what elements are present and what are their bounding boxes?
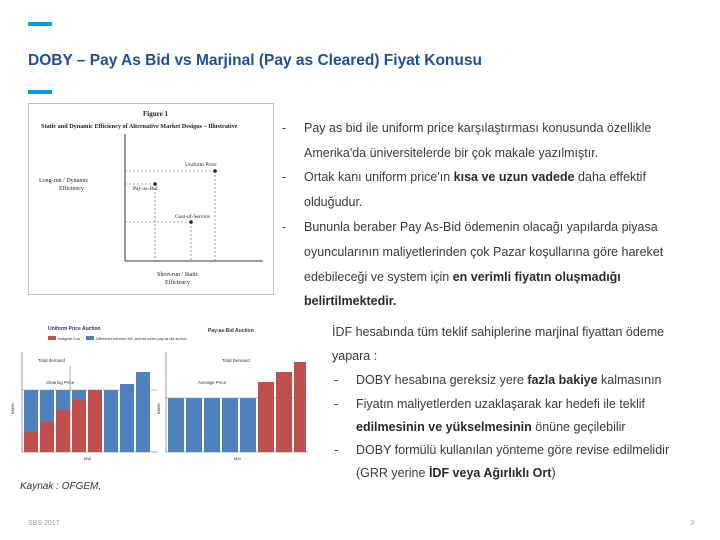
source-note: Kaynak : OFGEM, (20, 481, 102, 492)
right-bars (168, 362, 306, 452)
footer-left: SBS 2017 (28, 520, 60, 527)
idf-sub1-post: kalmasının (597, 373, 662, 387)
point-paybid (153, 182, 157, 186)
idf-sub2-line1: Fiyatın maliyetlerden uzaklaşarak kar he… (356, 397, 646, 411)
y-label-line2: Efficiency (59, 185, 84, 192)
right-panel-title: Pay-as-Bid Auction (208, 328, 254, 334)
bullet-3-line4: belirtilmektedir. (304, 294, 396, 308)
label-paybid: Pay-as-Bid (133, 186, 158, 192)
page-number: 3 (690, 520, 694, 527)
bullet-2-dash: - (282, 170, 287, 184)
right-bar-7 (276, 372, 292, 452)
idf-sub3-line2: (GRR yerine İDF veya Ağırlıklı Ort) (356, 466, 556, 480)
idf-line1: İDF hesabında tüm teklif sahiplerine mar… (332, 325, 665, 339)
left-bar-7 (120, 384, 134, 452)
x-label-line1: Short-run / Static (157, 272, 199, 278)
idf-sub3-line1: DOBY formülü kullanılan yönteme göre rev… (356, 443, 670, 457)
bullet-3-line2: oyuncularının maliyetlerinden çok Pazar … (304, 245, 664, 259)
idf-sub3-bold: İDF veya Ağırlıklı Ort (428, 466, 552, 480)
left-bars (24, 372, 150, 452)
bullet-3-pre: edebileceği ve system için (304, 270, 453, 284)
label-uniform: Uniform Price (185, 161, 217, 168)
bullet-1-line1: Pay as bid ile uniform price karşılaştır… (304, 121, 652, 135)
idf-sub2-post: önüne geçilebilir (531, 420, 626, 434)
idf-sub2-bold: edilmesinin ve yükselmesinin (356, 420, 532, 434)
figure-auction-comparison: Uniform Price Auction Marginal Cost Diff… (8, 322, 308, 472)
idf-sub1-pre: DOBY hesabına gereksiz yere (356, 373, 528, 387)
left-total-demand: Total demand (38, 358, 66, 363)
figure1-heading: Figure 1 (143, 110, 168, 118)
left-bar-2-red (40, 422, 54, 452)
right-bar-6 (258, 382, 274, 452)
bullet-1-line2: Amerika'da üniversitelerde bir çok makal… (304, 146, 599, 160)
idf-sub3-pre2: (GRR yerine (356, 466, 429, 480)
bullet-3-bold: en verimli fiyatın oluşmadığı (452, 270, 621, 284)
accent-bar-bottom (28, 90, 52, 94)
left-clearing-price: Clearing Price (46, 380, 75, 385)
left-panel-title: Uniform Price Auction (48, 326, 101, 332)
legend-swatch-red (48, 336, 56, 340)
left-bar-3-red (56, 410, 70, 452)
x-label-line2: Efficiency (165, 279, 190, 286)
idf-sub3-dash: - (334, 443, 339, 457)
point-cost (189, 220, 193, 224)
bullet-2-line2: olduğudur. (304, 195, 363, 209)
right-bar-1 (168, 398, 184, 452)
right-bar-5 (240, 398, 256, 452)
left-x-label: MW (84, 456, 91, 461)
idf-sub1-line1: DOBY hesabına gereksiz yere fazla bakiye… (356, 373, 662, 387)
legend-label-2: Difference between MC and bid under pay-… (96, 337, 187, 341)
legend-swatch-blue (86, 336, 94, 340)
left-bar-8 (136, 372, 150, 452)
right-bar-8 (294, 362, 306, 452)
right-bar-3 (204, 398, 220, 452)
left-bar-6 (104, 390, 118, 452)
figure-efficiency-diagram: Figure 1 Static and Dynamic Efficiency o… (28, 103, 274, 295)
efficiency-diagram-svg: Figure 1 Static and Dynamic Efficiency o… (39, 110, 263, 286)
bullet-2-post: daha effektif (574, 170, 646, 184)
auction-comparison-svg: Uniform Price Auction Marginal Cost Diff… (11, 326, 308, 461)
idf-sub1-bold: fazla bakiye (527, 373, 598, 387)
bullet-3-bold2: belirtilmektedir. (304, 294, 397, 308)
left-y-label: $/MWh (11, 403, 15, 414)
bullet-2-bold: kısa ve uzun vadede (453, 170, 575, 184)
idf-sub2-dash: - (334, 397, 339, 411)
right-y-label: $/MWh (157, 403, 161, 414)
right-bar-2 (186, 398, 202, 452)
left-bar-5 (88, 390, 102, 452)
accent-bar-top (28, 22, 52, 26)
right-bar-4 (222, 398, 238, 452)
figure1-subtitle: Static and Dynamic Efficiency of Alterna… (41, 123, 238, 130)
bullet-1-dash: - (282, 121, 287, 135)
idf-sub2-line2: edilmesinin ve yükselmesinin önüne geçil… (356, 420, 626, 434)
left-bar-1-red (24, 432, 38, 452)
label-cost: Cost-of-Service (175, 213, 210, 220)
bullet-3-line1: Bununla beraber Pay As-Bid ödemenin olac… (304, 220, 658, 234)
bullet-3-dash: - (282, 220, 287, 234)
bullet-2-pre: Ortak kanı uniform price'ın (304, 170, 454, 184)
idf-line2: yapara : (332, 349, 378, 363)
right-average-price: Average Price (198, 380, 227, 385)
right-x-label: MW (234, 456, 241, 461)
idf-sub3-post: ) (551, 466, 556, 480)
bullet-2-line1: Ortak kanı uniform price'ın kısa ve uzun… (304, 170, 646, 184)
right-total-demand: Total Demand (222, 358, 250, 363)
legend-label-1: Marginal Cost (58, 337, 80, 341)
bullet-3-line3: edebileceği ve system için en verimli fi… (304, 270, 621, 284)
page-title: DOBY – Pay As Bid vs Marjinal (Pay as Cl… (28, 52, 482, 69)
idf-sub1-dash: - (334, 373, 339, 387)
left-bar-4-red (72, 400, 86, 452)
point-uniform (213, 169, 217, 173)
y-label-line1: Long-run / Dynamic (39, 178, 89, 184)
